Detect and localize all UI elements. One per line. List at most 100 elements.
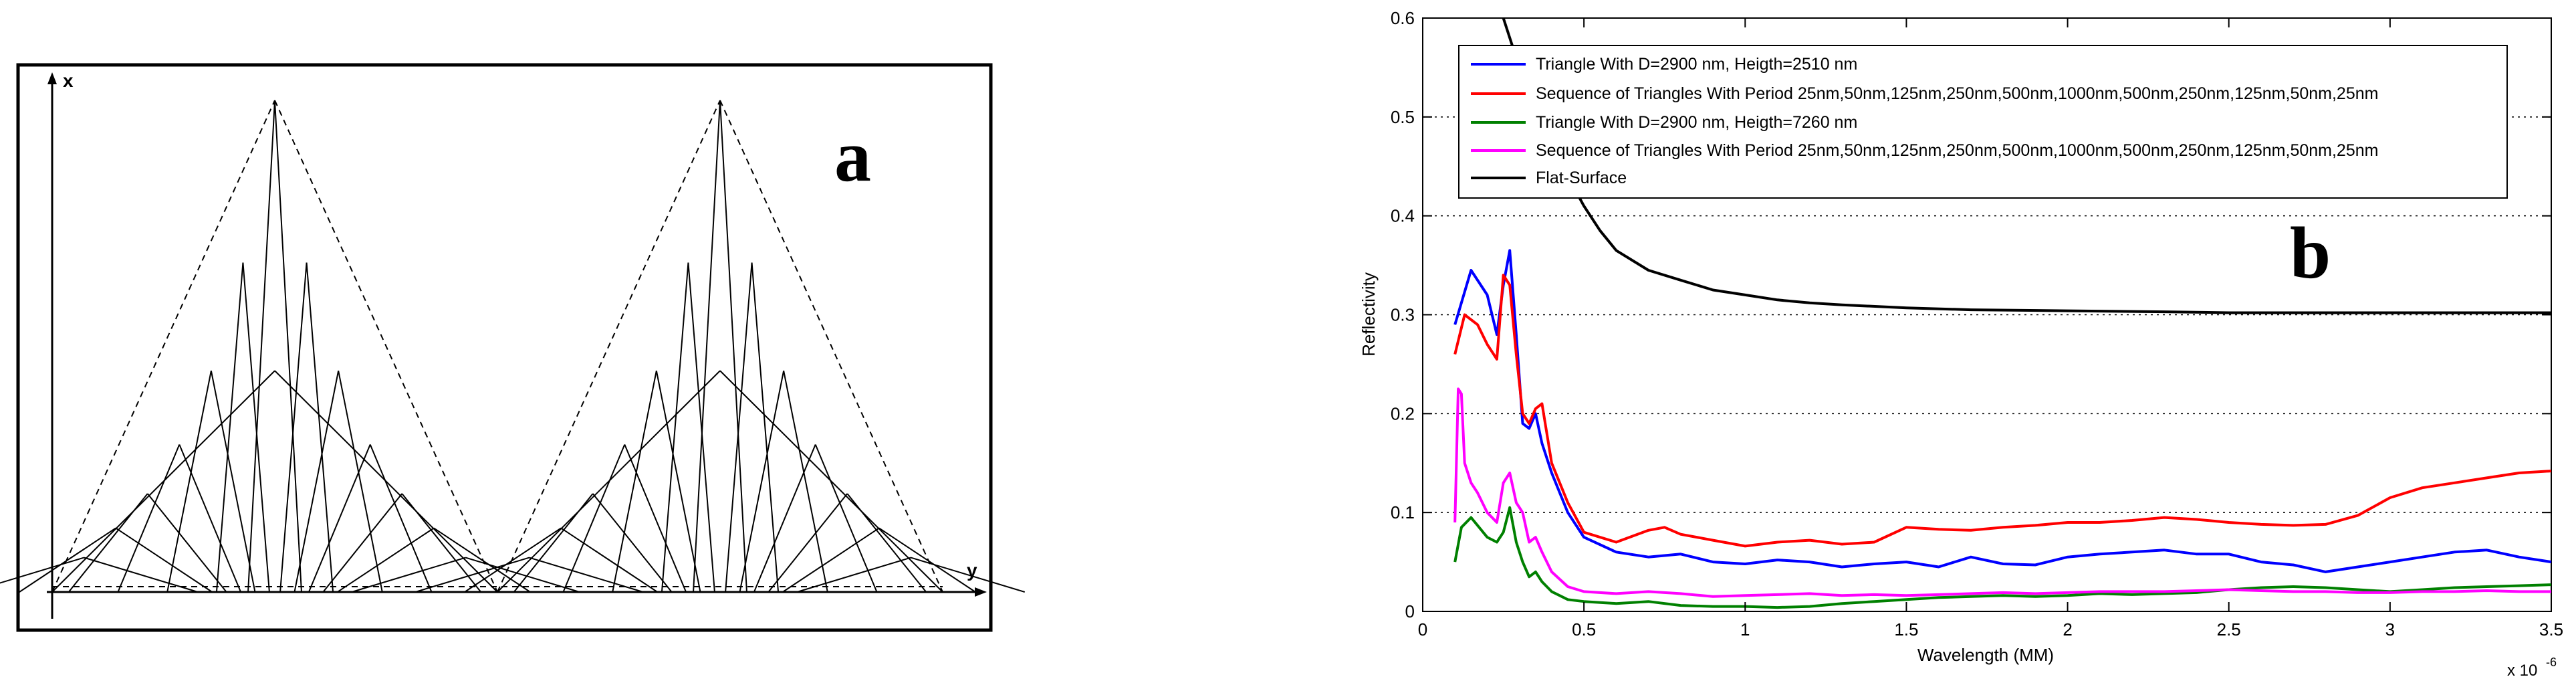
legend-entry-5: Flat-Surface — [1471, 169, 1627, 187]
spike-edge — [146, 493, 227, 593]
spike-edge — [879, 527, 976, 593]
panel-a-x-axis-arrow — [975, 587, 987, 597]
spike-edge — [655, 371, 701, 593]
spike-edge — [725, 262, 753, 593]
series-sequence-magenta — [1453, 387, 2551, 598]
spike-edge — [247, 100, 275, 593]
spike-edge — [338, 371, 383, 593]
outer-triangle-edge — [719, 100, 943, 593]
panel-a-label: a — [834, 115, 871, 197]
fractal-diagram — [0, 100, 1026, 593]
spike-edge — [661, 262, 689, 593]
spike-edge — [465, 557, 580, 593]
panel-b-label: b — [2290, 212, 2331, 294]
legend-label-5: Flat-Surface — [1536, 169, 1627, 187]
spike-edge — [592, 493, 673, 593]
spike-edge — [415, 557, 530, 593]
spike-edge — [560, 527, 658, 593]
legend-entry-2: Sequence of Triangles With Period 25nm,5… — [1471, 84, 2378, 103]
legend-label-2: Sequence of Triangles With Period 25nm,5… — [1536, 84, 2378, 103]
spike-edge — [783, 371, 828, 593]
legend-box — [1458, 45, 2508, 199]
spike-edge — [68, 493, 148, 593]
spike-edge — [215, 262, 244, 593]
spike-edge — [242, 262, 270, 593]
spike-edge — [433, 527, 531, 593]
spike-edge — [274, 100, 302, 593]
spike-edge — [166, 371, 212, 593]
x-exponent: x 10 -6 — [2507, 656, 2557, 680]
legend-label-4: Sequence of Triangles With Period 25nm,5… — [1536, 141, 2378, 160]
x-axis-label: Wavelength (MM) — [1917, 645, 2054, 665]
ticks: 0 0.1 0.2 0.3 0.4 0.5 0.6 0 0.5 1 1.5 2 2.5 3 3.5 — [1391, 8, 2563, 639]
spike-edge — [624, 444, 687, 593]
reflectivity-chart: 0 0.1 0.2 0.3 0.4 0.5 0.6 0 0.5 1 1.5 2 2.5 3 3.5 Tria… — [1359, 8, 2563, 680]
spike-edge — [0, 557, 84, 584]
legend-entry-1: Triangle With D=2900 nm, Heigth=2510 nm — [1471, 55, 1857, 74]
x-tick-label: 3 — [2385, 619, 2395, 639]
y-tick-label: 0.3 — [1391, 305, 1415, 325]
series-sequence-red — [1453, 274, 2552, 548]
spike-edge — [179, 444, 242, 593]
spike-edge — [308, 444, 371, 593]
legend-entry-3: Triangle With D=2900 nm, Heigth=7260 nm — [1471, 113, 1857, 132]
legend: Triangle With D=2900 nm, Heigth=2510 nm … — [1458, 45, 2508, 199]
y-tick-label: 0 — [1405, 601, 1415, 621]
x-exponent-power: -6 — [2546, 656, 2557, 669]
spike-edge — [751, 262, 780, 593]
spike-edge — [513, 493, 594, 593]
y-tick-label: 0.6 — [1391, 8, 1415, 28]
spike-edge — [337, 527, 435, 593]
spike-edge — [693, 100, 721, 593]
x-tick-label: 1.5 — [1894, 619, 1918, 639]
spike-edge — [117, 444, 181, 593]
spike-edge — [796, 557, 911, 593]
spike-edge — [464, 527, 562, 593]
panel-a: x y a — [0, 63, 1026, 632]
outer-triangle-edge — [274, 100, 498, 593]
spike-edge — [814, 444, 878, 593]
y-tick-label: 0.2 — [1391, 403, 1415, 423]
x-tick-label: 0.5 — [1572, 619, 1596, 639]
panel-a-axis-label-y: y — [967, 560, 977, 581]
x-tick-label: 0 — [1418, 619, 1427, 639]
spike-edge — [84, 557, 199, 593]
spike-edge — [911, 557, 1026, 593]
spike-edge — [115, 527, 213, 593]
outer-triangle-edge — [51, 100, 275, 593]
series-triangle-7260 — [1453, 506, 2552, 609]
legend-entry-4: Sequence of Triangles With Period 25nm,5… — [1471, 141, 2378, 160]
series-group — [1453, 17, 2552, 609]
spike-edge — [294, 371, 340, 593]
panel-a-y-axis-arrow — [47, 72, 57, 84]
spike-edge — [19, 527, 116, 593]
spike-edge — [351, 557, 466, 593]
legend-label-3: Triangle With D=2900 nm, Heigth=7260 nm — [1536, 113, 1857, 132]
spike-edge — [279, 262, 308, 593]
spike-edge — [369, 444, 433, 593]
x-tick-label: 2.5 — [2217, 619, 2241, 639]
y-tick-label: 0.4 — [1391, 206, 1415, 226]
spike-edge — [529, 557, 644, 593]
x-exponent-base: x 10 — [2507, 662, 2537, 680]
spike-edge — [739, 371, 785, 593]
spike-edge — [753, 444, 816, 593]
spike-edge — [719, 100, 747, 593]
y-tick-label: 0.1 — [1391, 502, 1415, 522]
spike-edge — [782, 527, 880, 593]
x-tick-label: 2 — [2063, 619, 2072, 639]
series-triangle-2510 — [1453, 249, 2552, 573]
spike-edge — [612, 371, 657, 593]
spike-edge — [306, 262, 334, 593]
panel-a-axis-label-x: x — [63, 70, 74, 91]
spike-edge — [210, 371, 256, 593]
x-tick-label: 3.5 — [2539, 619, 2563, 639]
outer-triangle-edge — [497, 100, 721, 593]
y-axis-label: Reflectivity — [1359, 272, 1379, 357]
spike-edge — [562, 444, 626, 593]
legend-label-1: Triangle With D=2900 nm, Heigth=2510 nm — [1536, 55, 1857, 74]
y-tick-label: 0.5 — [1391, 107, 1415, 127]
spike-edge — [768, 493, 848, 593]
spike-edge — [846, 493, 927, 593]
